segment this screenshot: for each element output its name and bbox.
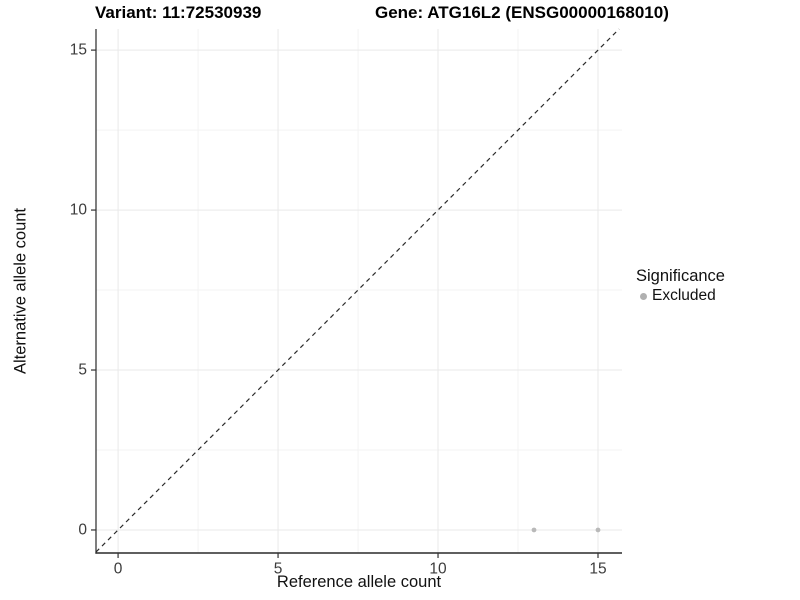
legend-title: Significance bbox=[636, 267, 725, 285]
x-tick-label: 5 bbox=[274, 560, 283, 577]
x-tick-label: 0 bbox=[114, 560, 123, 577]
legend: Significance Excluded bbox=[636, 266, 725, 305]
legend-item-label: Excluded bbox=[652, 287, 716, 304]
data-point bbox=[531, 527, 537, 533]
legend-item-excluded: Excluded bbox=[640, 287, 725, 305]
legend-point-icon bbox=[640, 292, 647, 300]
y-tick-label: 15 bbox=[70, 42, 87, 59]
identity-line bbox=[95, 28, 620, 553]
x-tick-label: 10 bbox=[429, 560, 447, 577]
x-axis-title: Reference allele count bbox=[276, 573, 442, 591]
data-point bbox=[595, 527, 601, 533]
y-tick-label: 10 bbox=[70, 202, 88, 219]
y-axis-title: Alternative allele count bbox=[11, 207, 30, 375]
x-tick-label: 15 bbox=[589, 560, 606, 577]
y-tick-label: 0 bbox=[78, 521, 87, 538]
y-tick-label: 5 bbox=[78, 362, 87, 379]
plot-title-variant: Variant: 11:72530939 bbox=[95, 3, 262, 22]
plot-title-gene: Gene: ATG16L2 (ENSG00000168010) bbox=[375, 3, 669, 22]
